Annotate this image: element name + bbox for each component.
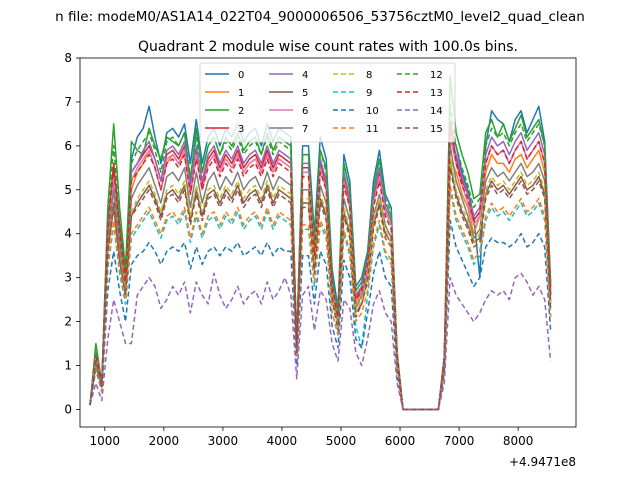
series-line-14	[89, 272, 552, 411]
y-tick-label-5: 5	[64, 183, 72, 197]
x-offset-label: +4.9471e8	[509, 455, 576, 469]
legend-label-13: 13	[430, 88, 443, 99]
figure-suptitle: n file: modeM0/AS1A14_022T04_9000006506_…	[55, 9, 585, 25]
x-tick-label-3: 4000	[267, 434, 298, 448]
series-line-15	[89, 167, 552, 411]
x-tick-label-4: 5000	[326, 434, 357, 448]
x-tick-label-7: 8000	[503, 434, 534, 448]
legend-label-10: 10	[366, 106, 379, 117]
legend-label-0: 0	[238, 70, 244, 81]
x-axis: 1000 2000 3000 4000 5000 6000 7000 8000	[90, 427, 534, 448]
plot-frame	[79, 57, 577, 428]
legend-frame	[199, 62, 456, 143]
legend-label-9: 9	[366, 88, 372, 99]
chart-title: Quadrant 2 module wise count rates with …	[138, 39, 518, 55]
legend-label-11: 11	[366, 124, 379, 135]
x-tick-label-5: 6000	[385, 434, 416, 448]
y-tick-label-1: 1	[64, 359, 72, 373]
y-tick-label-2: 2	[64, 315, 72, 329]
y-tick-label-7: 7	[64, 95, 72, 109]
y-tick-label-0: 0	[64, 402, 72, 416]
legend-label-5: 5	[302, 88, 308, 99]
y-tick-label-3: 3	[64, 271, 72, 285]
y-tick-label-6: 6	[64, 139, 72, 153]
series-line-6	[89, 136, 552, 411]
series-line-7	[89, 145, 552, 411]
series-line-11	[89, 184, 552, 411]
series-line-10	[89, 219, 552, 411]
x-tick-label-1: 2000	[149, 434, 180, 448]
x-tick-label-2: 3000	[208, 434, 239, 448]
legend-label-15: 15	[430, 124, 443, 135]
series-layer	[89, 74, 552, 411]
legend-label-7: 7	[302, 124, 308, 135]
y-tick-label-8: 8	[64, 51, 72, 65]
y-tick-label-4: 4	[64, 227, 72, 241]
legend-label-6: 6	[302, 106, 308, 117]
legend-label-2: 2	[238, 106, 244, 117]
legend-label-12: 12	[430, 70, 443, 81]
legend-label-8: 8	[366, 70, 372, 81]
legend-label-1: 1	[238, 88, 244, 99]
legend-label-3: 3	[238, 124, 244, 135]
y-axis: 0 1 2 3 4 5 6 7 8	[64, 51, 80, 416]
series-line-13	[89, 123, 552, 411]
x-tick-label-6: 7000	[444, 434, 475, 448]
series-line-12	[89, 105, 552, 411]
x-tick-label-0: 1000	[90, 434, 121, 448]
legend-label-4: 4	[302, 70, 308, 81]
series-line-8	[89, 158, 552, 411]
legend-label-14: 14	[430, 106, 443, 117]
